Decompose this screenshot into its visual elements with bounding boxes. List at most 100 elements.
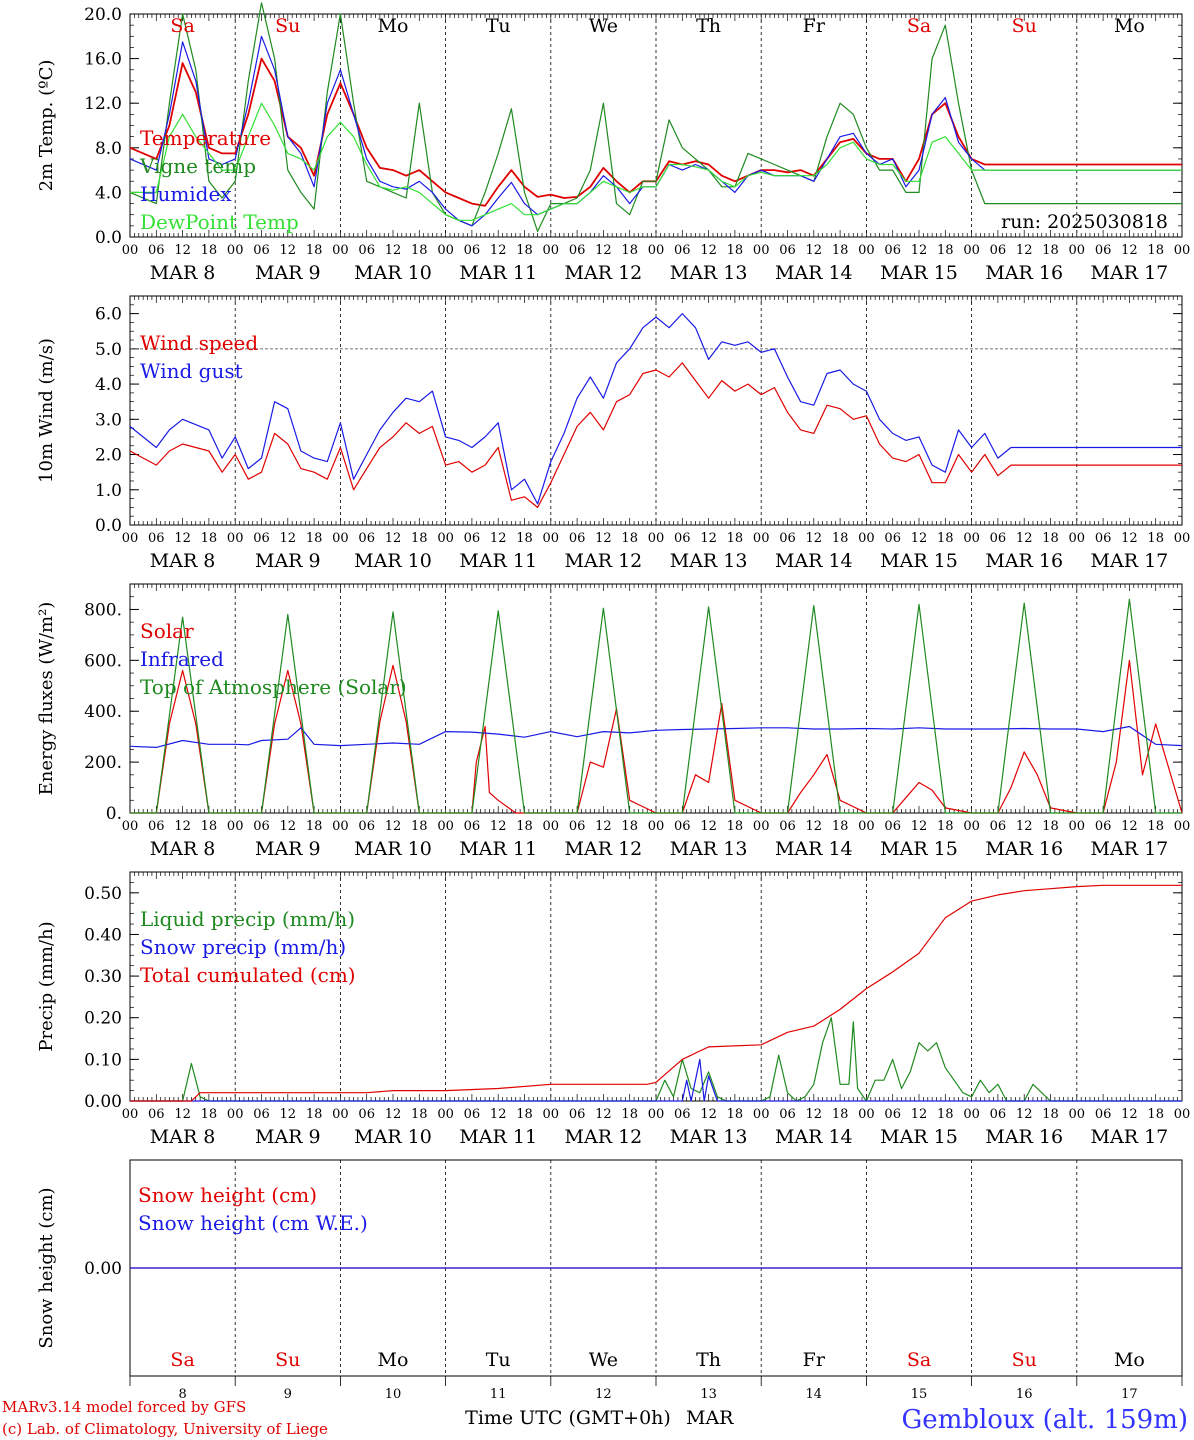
x-hour-label: 00 bbox=[648, 819, 665, 834]
y-tick-label: 200. bbox=[84, 753, 122, 773]
x-hour-label: 00 bbox=[332, 531, 349, 546]
x-hour-label: 00 bbox=[753, 819, 770, 834]
x-hour-label: 12 bbox=[490, 1107, 507, 1122]
x-hour-label: 06 bbox=[779, 819, 796, 834]
day-name: Fr bbox=[803, 1349, 826, 1371]
legend-entry: Snow precip (mm/h) bbox=[140, 935, 346, 959]
day-name: Mo bbox=[378, 15, 409, 37]
x-hour-label: 18 bbox=[306, 531, 323, 546]
x-date-label: MAR 8 bbox=[150, 262, 216, 284]
x-hour-label: 00 bbox=[858, 819, 875, 834]
y-tick-label: 0.40 bbox=[84, 925, 122, 945]
x-date-label: MAR 17 bbox=[1091, 838, 1169, 860]
legend-entry: Total cumulated (cm) bbox=[140, 963, 356, 987]
day-name: We bbox=[589, 15, 618, 37]
x-hour-label: 12 bbox=[174, 243, 191, 258]
day-name: Mo bbox=[1114, 15, 1145, 37]
x-hour-label: 00 bbox=[858, 243, 875, 258]
x-hour-label: 06 bbox=[990, 531, 1007, 546]
y-tick-label: 1.0 bbox=[95, 481, 122, 501]
x-hour-label: 00 bbox=[543, 819, 560, 834]
x-date-label: MAR 11 bbox=[459, 262, 537, 284]
legend-entry: Top of Atmosphere (Solar) bbox=[140, 675, 407, 699]
x-date-label: MAR 14 bbox=[775, 262, 853, 284]
x-hour-label: 12 bbox=[174, 819, 191, 834]
x-hour-label: 06 bbox=[779, 1107, 796, 1122]
x-hour-label: 12 bbox=[911, 531, 928, 546]
x-hour-label: 06 bbox=[884, 243, 901, 258]
x-hour-label: 00 bbox=[753, 1107, 770, 1122]
x-hour-label: 18 bbox=[621, 243, 638, 258]
day-name: We bbox=[589, 1349, 618, 1371]
series-total-cumulated-cm- bbox=[130, 884, 1182, 1102]
panel-2: 0.0 1.0 2.0 3.0 4.0 5.0 6.0 10m Wind (m/s) Wind … bbox=[36, 295, 1190, 572]
x-hour-label: 12 bbox=[1016, 819, 1033, 834]
x-axis-title: Time UTC (GMT+0h) bbox=[465, 1407, 671, 1429]
x-hour-label: 00 bbox=[122, 243, 139, 258]
x-date-label: MAR 16 bbox=[985, 550, 1063, 572]
x-date-label: MAR 11 bbox=[459, 1126, 537, 1148]
series-top-of-atmosphere-solar- bbox=[130, 598, 1182, 814]
x-hour-label: 18 bbox=[306, 1107, 323, 1122]
x-date-label: MAR 15 bbox=[880, 1126, 958, 1148]
x-date-label: MAR 15 bbox=[880, 262, 958, 284]
day-number: 16 bbox=[1016, 1387, 1033, 1402]
x-date-label: MAR 9 bbox=[255, 262, 321, 284]
x-hour-label: 00 bbox=[543, 243, 560, 258]
x-hour-label: 00 bbox=[753, 531, 770, 546]
x-date-label: MAR 10 bbox=[354, 1126, 432, 1148]
x-date-label: MAR 12 bbox=[565, 1126, 643, 1148]
y-tick-label: 8.0 bbox=[95, 139, 122, 159]
legend-entry: Infrared bbox=[140, 647, 224, 671]
x-hour-label: 00 bbox=[122, 1107, 139, 1122]
x-hour-label: 12 bbox=[1121, 1107, 1138, 1122]
x-date-label: MAR 9 bbox=[255, 838, 321, 860]
series-snow-precip-mm-h- bbox=[130, 1058, 1182, 1102]
y-tick-label: 0.50 bbox=[84, 884, 122, 904]
x-axis-month: MAR bbox=[686, 1407, 734, 1429]
x-hour-label: 12 bbox=[806, 243, 823, 258]
run-label: run: 2025030818 bbox=[1001, 211, 1168, 233]
day-name: Mo bbox=[378, 1349, 409, 1371]
x-hour-label: 00 bbox=[332, 1107, 349, 1122]
x-hour-label: 00 bbox=[227, 819, 244, 834]
y-tick-label: 4.0 bbox=[95, 375, 122, 395]
x-hour-label: 06 bbox=[253, 819, 270, 834]
x-hour-label: 06 bbox=[1095, 531, 1112, 546]
x-date-label: MAR 17 bbox=[1091, 1126, 1169, 1148]
x-hour-label: 12 bbox=[700, 531, 717, 546]
x-hour-label: 12 bbox=[806, 1107, 823, 1122]
panel-1: 0.0 4.0 8.0 12.0 16.0 20.0 2m Temp. (ºC) Temper… bbox=[36, 2, 1190, 284]
y-tick-label: 0.00 bbox=[84, 1259, 122, 1279]
x-hour-label: 18 bbox=[411, 531, 428, 546]
x-hour-label: 06 bbox=[884, 1107, 901, 1122]
x-hour-label: 12 bbox=[1121, 531, 1138, 546]
x-hour-label: 00 bbox=[1174, 1107, 1191, 1122]
x-hour-label: 00 bbox=[648, 531, 665, 546]
y-tick-label: 4.0 bbox=[95, 183, 122, 203]
y-tick-label: 3.0 bbox=[95, 410, 122, 430]
x-hour-label: 06 bbox=[1095, 243, 1112, 258]
x-hour-label: 00 bbox=[648, 1107, 665, 1122]
x-hour-label: 00 bbox=[437, 1107, 454, 1122]
x-date-label: MAR 13 bbox=[670, 262, 748, 284]
x-hour-label: 12 bbox=[595, 243, 612, 258]
legend-entry: Humidex bbox=[140, 182, 232, 206]
y-tick-label: 0.0 bbox=[95, 228, 122, 248]
location-label: Gembloux (alt. 159m) bbox=[902, 1405, 1188, 1435]
x-hour-label: 18 bbox=[516, 819, 533, 834]
x-hour-label: 06 bbox=[464, 531, 481, 546]
x-date-label: MAR 10 bbox=[354, 262, 432, 284]
x-hour-label: 06 bbox=[1095, 819, 1112, 834]
x-hour-label: 18 bbox=[201, 819, 218, 834]
y-tick-label: 0. bbox=[106, 804, 122, 824]
x-hour-label: 18 bbox=[1042, 243, 1059, 258]
x-hour-label: 12 bbox=[280, 531, 297, 546]
day-name: Sa bbox=[170, 1349, 194, 1371]
x-hour-label: 00 bbox=[1069, 243, 1086, 258]
x-hour-label: 12 bbox=[595, 1107, 612, 1122]
x-hour-label: 18 bbox=[306, 243, 323, 258]
x-hour-label: 00 bbox=[543, 531, 560, 546]
x-hour-label: 18 bbox=[201, 243, 218, 258]
x-hour-label: 12 bbox=[1121, 819, 1138, 834]
